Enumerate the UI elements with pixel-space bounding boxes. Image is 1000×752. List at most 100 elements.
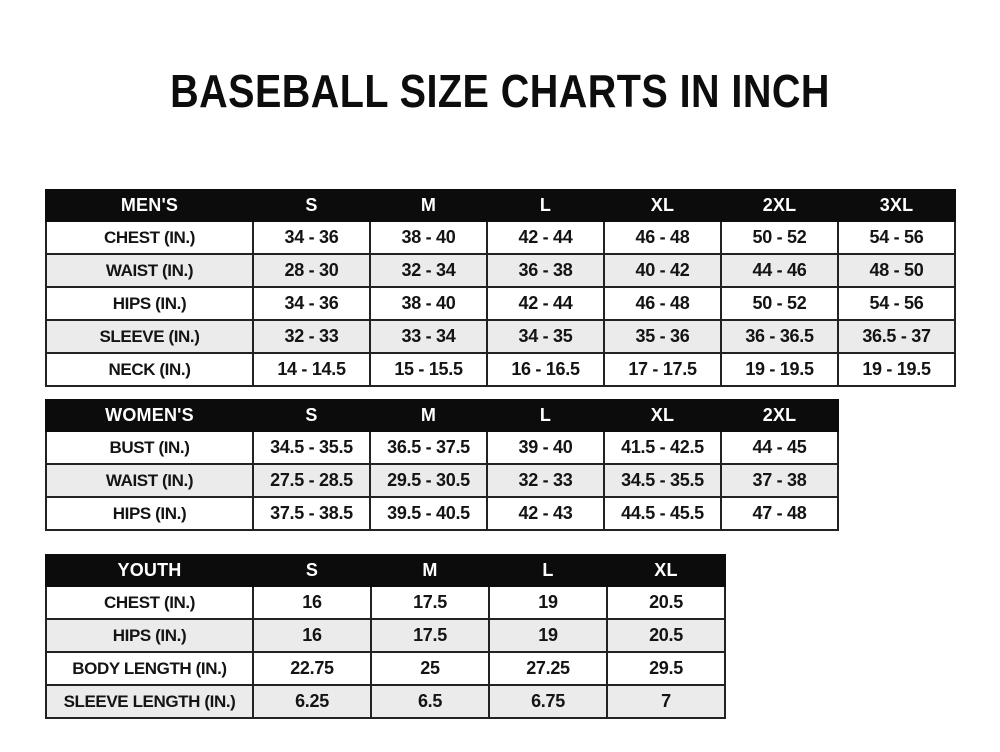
womens-header-row: WOMEN'S S M L XL 2XL	[45, 399, 839, 432]
size-value-cell: 19	[488, 618, 608, 653]
womens-size-table: WOMEN'S S M L XL 2XL BUST (IN.) 34.5 - 3…	[45, 399, 839, 531]
size-value-cell: 42 - 44	[486, 286, 605, 321]
size-value-cell: 19 - 19.5	[720, 352, 839, 387]
size-value-cell: 25	[370, 651, 490, 686]
table-row-hips: HIPS (IN.) 16 17.5 19 20.5	[45, 618, 726, 653]
table-row-hips: HIPS (IN.) 34 - 36 38 - 40 42 - 44 46 - …	[45, 286, 956, 321]
size-value-cell: 7	[606, 684, 726, 719]
column-header-m: M	[370, 554, 490, 587]
column-header-s: S	[252, 399, 371, 432]
row-label: WAIST (IN.)	[45, 463, 254, 498]
size-value-cell: 50 - 52	[720, 220, 839, 255]
column-header-m: M	[369, 399, 488, 432]
size-value-cell: 42 - 44	[486, 220, 605, 255]
size-value-cell: 42 - 43	[486, 496, 605, 531]
size-value-cell: 46 - 48	[603, 286, 722, 321]
size-value-cell: 34.5 - 35.5	[603, 463, 722, 498]
size-value-cell: 32 - 33	[486, 463, 605, 498]
column-header-s: S	[252, 554, 372, 587]
column-header-xl: XL	[606, 554, 726, 587]
size-value-cell: 39.5 - 40.5	[369, 496, 488, 531]
column-header-s: S	[252, 189, 371, 222]
mens-header-row: MEN'S S M L XL 2XL 3XL	[45, 189, 956, 222]
size-value-cell: 28 - 30	[252, 253, 371, 288]
size-value-cell: 48 - 50	[837, 253, 956, 288]
column-header-l: L	[486, 399, 605, 432]
row-label: HIPS (IN.)	[45, 286, 254, 321]
size-value-cell: 50 - 52	[720, 286, 839, 321]
row-label: WAIST (IN.)	[45, 253, 254, 288]
size-value-cell: 47 - 48	[720, 496, 839, 531]
size-value-cell: 37 - 38	[720, 463, 839, 498]
size-value-cell: 44 - 46	[720, 253, 839, 288]
column-header-m: M	[369, 189, 488, 222]
size-value-cell: 36.5 - 37.5	[369, 430, 488, 465]
row-label: CHEST (IN.)	[45, 220, 254, 255]
size-value-cell: 54 - 56	[837, 220, 956, 255]
table-row-sleeve-length: SLEEVE LENGTH (IN.) 6.25 6.5 6.75 7	[45, 684, 726, 719]
size-value-cell: 36.5 - 37	[837, 319, 956, 354]
size-value-cell: 16 - 16.5	[486, 352, 605, 387]
row-label: HIPS (IN.)	[45, 618, 254, 653]
size-value-cell: 33 - 34	[369, 319, 488, 354]
size-value-cell: 6.75	[488, 684, 608, 719]
column-header-l: L	[488, 554, 608, 587]
size-value-cell: 29.5 - 30.5	[369, 463, 488, 498]
size-value-cell: 17 - 17.5	[603, 352, 722, 387]
size-value-cell: 6.5	[370, 684, 490, 719]
row-label: SLEEVE (IN.)	[45, 319, 254, 354]
size-value-cell: 19 - 19.5	[837, 352, 956, 387]
youth-size-table: YOUTH S M L XL CHEST (IN.) 16 17.5 19 20…	[45, 554, 726, 719]
size-value-cell: 22.75	[252, 651, 372, 686]
size-value-cell: 20.5	[606, 585, 726, 620]
size-value-cell: 37.5 - 38.5	[252, 496, 371, 531]
table-row-waist: WAIST (IN.) 27.5 - 28.5 29.5 - 30.5 32 -…	[45, 463, 839, 498]
mens-table-title: MEN'S	[45, 189, 254, 222]
table-row-neck: NECK (IN.) 14 - 14.5 15 - 15.5 16 - 16.5…	[45, 352, 956, 387]
size-value-cell: 38 - 40	[369, 220, 488, 255]
row-label: BUST (IN.)	[45, 430, 254, 465]
youth-table-title: YOUTH	[45, 554, 254, 587]
size-value-cell: 34 - 36	[252, 220, 371, 255]
size-value-cell: 17.5	[370, 618, 490, 653]
size-value-cell: 35 - 36	[603, 319, 722, 354]
column-header-xl: XL	[603, 399, 722, 432]
size-value-cell: 14 - 14.5	[252, 352, 371, 387]
size-value-cell: 46 - 48	[603, 220, 722, 255]
size-value-cell: 44.5 - 45.5	[603, 496, 722, 531]
size-value-cell: 19	[488, 585, 608, 620]
size-value-cell: 27.25	[488, 651, 608, 686]
column-header-xl: XL	[603, 189, 722, 222]
size-value-cell: 39 - 40	[486, 430, 605, 465]
size-value-cell: 36 - 38	[486, 253, 605, 288]
row-label: CHEST (IN.)	[45, 585, 254, 620]
table-row-chest: CHEST (IN.) 16 17.5 19 20.5	[45, 585, 726, 620]
size-value-cell: 16	[252, 585, 372, 620]
size-value-cell: 17.5	[370, 585, 490, 620]
size-value-cell: 32 - 34	[369, 253, 488, 288]
womens-table-title: WOMEN'S	[45, 399, 254, 432]
table-row-hips: HIPS (IN.) 37.5 - 38.5 39.5 - 40.5 42 - …	[45, 496, 839, 531]
size-value-cell: 54 - 56	[837, 286, 956, 321]
mens-size-table: MEN'S S M L XL 2XL 3XL CHEST (IN.) 34 - …	[45, 189, 956, 387]
page-title: BASEBALL SIZE CHARTS IN INCH	[170, 65, 830, 117]
size-value-cell: 29.5	[606, 651, 726, 686]
column-header-2xl: 2XL	[720, 399, 839, 432]
size-value-cell: 38 - 40	[369, 286, 488, 321]
row-label: BODY LENGTH (IN.)	[45, 651, 254, 686]
row-label: SLEEVE LENGTH (IN.)	[45, 684, 254, 719]
column-header-l: L	[486, 189, 605, 222]
table-row-sleeve: SLEEVE (IN.) 32 - 33 33 - 34 34 - 35 35 …	[45, 319, 956, 354]
youth-header-row: YOUTH S M L XL	[45, 554, 726, 587]
size-value-cell: 41.5 - 42.5	[603, 430, 722, 465]
table-row-chest: CHEST (IN.) 34 - 36 38 - 40 42 - 44 46 -…	[45, 220, 956, 255]
size-value-cell: 32 - 33	[252, 319, 371, 354]
size-value-cell: 36 - 36.5	[720, 319, 839, 354]
row-label: NECK (IN.)	[45, 352, 254, 387]
size-value-cell: 6.25	[252, 684, 372, 719]
size-value-cell: 20.5	[606, 618, 726, 653]
size-value-cell: 44 - 45	[720, 430, 839, 465]
row-label: HIPS (IN.)	[45, 496, 254, 531]
size-value-cell: 15 - 15.5	[369, 352, 488, 387]
